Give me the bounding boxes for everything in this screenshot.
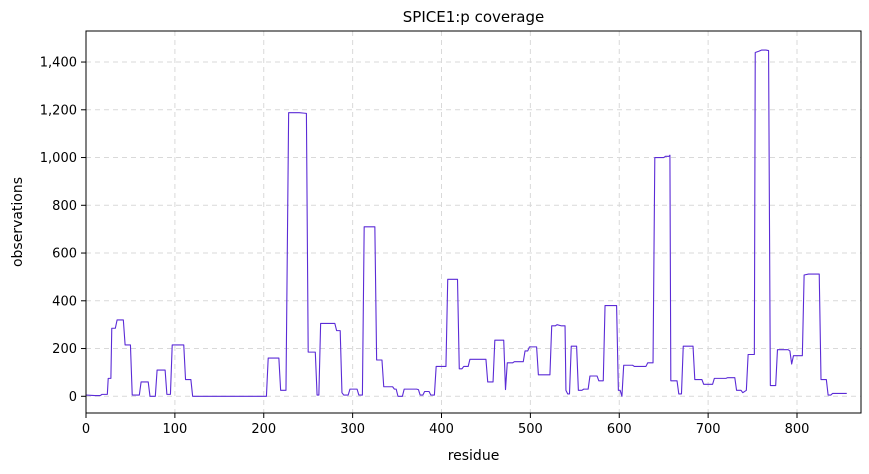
x-tick-label: 800 [785, 422, 810, 437]
series-layer [85, 49, 847, 397]
y-tick-label: 0 [69, 390, 77, 405]
x-tick-label: 100 [162, 422, 187, 437]
y-tick-label: 1,400 [40, 56, 77, 71]
plot-frame [85, 30, 862, 414]
x-tick-label: 600 [607, 422, 632, 437]
x-tick-label: 400 [429, 422, 454, 437]
y-tick-label: 200 [52, 342, 77, 357]
x-tick-label: 200 [251, 422, 276, 437]
chart-title: SPICE1:p coverage [403, 8, 544, 26]
x-axis: 0 100 200 300 400 500 600 700 800 [82, 413, 810, 437]
coverage-line [85, 49, 847, 397]
y-axis-label: observations [10, 177, 26, 267]
y-tick-label: 1,200 [40, 103, 77, 118]
y-tick-label: 800 [52, 199, 77, 214]
x-tick-label: 700 [696, 422, 721, 437]
x-tick-label: 0 [82, 422, 90, 437]
grid-lines [85, 31, 861, 413]
x-tick-label: 300 [340, 422, 365, 437]
x-axis-label: residue [448, 448, 500, 464]
y-tick-label: 600 [52, 247, 77, 262]
y-tick-label: 1,000 [40, 151, 77, 166]
x-tick-label: 500 [518, 422, 543, 437]
y-tick-label: 400 [52, 294, 77, 309]
y-axis: 0 200 400 600 800 1,000 1,200 1,400 [40, 56, 86, 405]
